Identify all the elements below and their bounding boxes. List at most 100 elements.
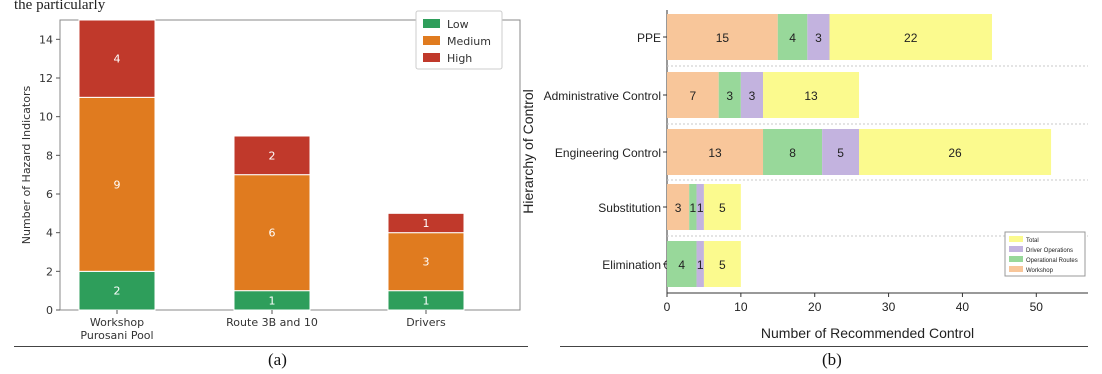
chart-b-data-label: 8: [789, 146, 796, 160]
chart-a-ytick-label: 6: [46, 188, 53, 201]
chart-b-data-label: 1: [697, 201, 704, 215]
chart-a-bar-low: [78, 270, 156, 311]
chart-a-legend-swatch: [423, 36, 440, 45]
chart-a-bar-high: [233, 135, 311, 176]
chart-a-bar-high: [387, 212, 465, 234]
chart-a-legend-label: High: [447, 52, 472, 65]
chart-a-ytick-label: 8: [46, 149, 53, 162]
cropped-caption-text: the particularly: [14, 0, 106, 13]
chart-a-bar-medium: [233, 174, 311, 292]
chart-b-bar-driver-operations: [740, 72, 764, 118]
chart-b-data-label: 5: [837, 146, 844, 160]
chart-b-bar-workshop: [667, 184, 690, 230]
chart-b-xtick-label: 10: [734, 300, 748, 314]
chart-b-xtick-label: 20: [808, 300, 822, 314]
chart-b-data-label: 5: [719, 258, 726, 272]
chart-b-bar-driver-operations: [696, 184, 704, 230]
chart-a-data-label: 1: [269, 294, 276, 307]
chart-b-bar-total: [703, 241, 741, 287]
chart-b-data-label: 3: [675, 201, 682, 215]
chart-b-bar-workshop: [667, 72, 719, 118]
chart-b-xtick-label: 30: [882, 300, 896, 314]
chart-b-bar-operational-routes: [689, 184, 697, 230]
chart-a-ytick-label: 2: [46, 265, 53, 278]
chart-a-legend-swatch: [423, 53, 440, 62]
chart-b-data-label: 4: [678, 258, 685, 272]
chart-b-legend-label: Total: [1026, 238, 1039, 244]
chart-a-ytick-label: 4: [46, 227, 53, 240]
chart-b-bar-driver-operations: [822, 129, 860, 175]
chart-a-data-label: 1: [423, 217, 430, 230]
chart-b-bar-operational-routes: [667, 241, 697, 287]
chart-b-bar-total: [859, 129, 1052, 175]
chart-b-data-label: 1: [690, 201, 697, 215]
chart-b-ytick-label: PPE: [637, 31, 661, 45]
chart-b-bar-total: [703, 184, 741, 230]
chart-b-legend-swatch: [1009, 246, 1023, 252]
chart-a-data-label: 4: [114, 53, 121, 66]
chart-a-xtick-label: Route 3B and 10: [226, 316, 318, 329]
chart-b-bar-operational-routes: [777, 14, 808, 60]
chart-b-bar-workshop: [667, 14, 778, 60]
chart-b-data-label: 5: [719, 201, 726, 215]
panel-b-separator: [560, 346, 1088, 347]
chart-b-data-label: 13: [804, 89, 818, 103]
chart-b-legend-swatch: [1009, 266, 1023, 272]
chart-a-ytick-label: 10: [39, 111, 53, 124]
chart-a-legend-swatch: [423, 19, 440, 28]
chart-a-bar-high: [78, 19, 156, 98]
chart-b-bar-operational-routes: [718, 72, 741, 118]
chart-a-bar-medium: [387, 232, 465, 292]
chart-a-data-label: 6: [269, 227, 276, 240]
chart-b-bar-total: [763, 72, 860, 118]
chart-b-bar-workshop: [667, 129, 764, 175]
panel-label-a: (a): [268, 350, 287, 369]
chart-a-bar-medium: [78, 96, 156, 272]
chart-b-xlabel: Number of Recommended Control: [761, 325, 974, 341]
chart-a-data-label: 3: [423, 256, 430, 269]
chart-a-ytick-label: 0: [46, 304, 53, 317]
chart-a-data-label: 9: [114, 178, 121, 191]
chart-b-data-label: 3: [726, 89, 733, 103]
chart-b-legend-swatch: [1009, 256, 1023, 262]
chart-b-bar-total: [829, 14, 992, 60]
chart-b-data-label: 26: [948, 146, 962, 160]
chart-b-ytick-label: Substitution: [598, 201, 661, 215]
chart-b-legend-label: Driver Operations: [1026, 248, 1073, 254]
chart-a-data-label: 1: [423, 294, 430, 307]
chart-b-xtick-label: 40: [956, 300, 970, 314]
chart-a-legend-label: Low: [447, 18, 469, 31]
chart-b-legend-label: Workshop: [1026, 268, 1054, 274]
panel-label-b: (b): [822, 350, 842, 369]
chart-b-ylabel: Hierarchy of Control: [520, 89, 536, 214]
chart-b-ytick-label: Elimination: [602, 258, 661, 272]
chart-b-legend-swatch: [1009, 236, 1023, 242]
chart-a-ylabel: Number of Hazard Indicators: [20, 86, 33, 245]
chart-a-legend-label: Medium: [447, 35, 491, 48]
chart-a-xtick-label: Purosani Pool: [80, 329, 153, 342]
chart-b-data-label: 1: [697, 258, 704, 272]
chart-b-ytick-label: Administrative Control: [544, 89, 661, 103]
panel-a-separator: [14, 346, 528, 347]
chart-b-data-label: 22: [904, 31, 918, 45]
chart-a-data-label: 2: [114, 285, 121, 298]
chart-b-bar-operational-routes: [763, 129, 823, 175]
chart-a-data-label: 2: [269, 149, 276, 162]
chart-a-ytick-label: 14: [39, 33, 53, 46]
chart-b-legend-label: Operational Routes: [1026, 258, 1078, 264]
chart-b-data-label: 3: [749, 89, 756, 103]
chart-a-xtick-label: Workshop: [90, 316, 144, 329]
chart-b-data-label: 4: [789, 31, 796, 45]
chart-b-bar-driver-operations: [807, 14, 830, 60]
chart-a-ytick-label: 12: [39, 72, 53, 85]
chart-b-ytick-label: Engineering Control: [555, 146, 661, 160]
chart-b-bar-driver-operations: [696, 241, 704, 287]
chart-b-data-label: 3: [815, 31, 822, 45]
chart-a-xtick-label: Drivers: [406, 316, 446, 329]
chart-b-xtick-label: 50: [1030, 300, 1044, 314]
chart-b-data-label: 7: [690, 89, 697, 103]
chart-b-xtick-label: 0: [664, 300, 671, 314]
